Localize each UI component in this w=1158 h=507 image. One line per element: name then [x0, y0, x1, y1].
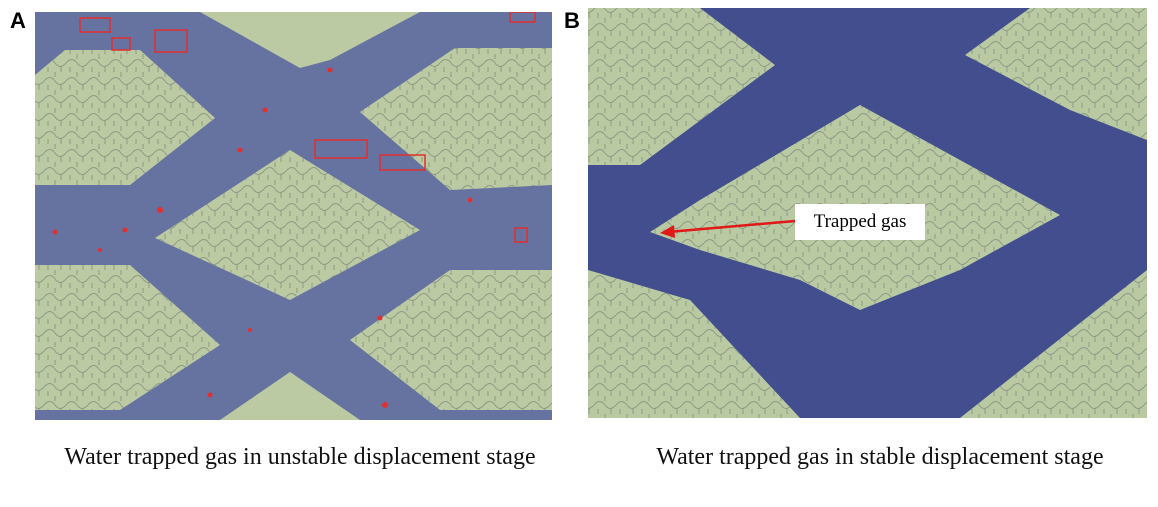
panel-a-image: [35, 12, 552, 420]
figure: A B Trapped gas Water trapped gas in uns…: [0, 0, 1158, 507]
annotation: Trapped gas: [795, 204, 925, 240]
figure-images: [0, 0, 1158, 507]
caption: Water trapped gas in unstable displaceme…: [50, 440, 550, 474]
panel-label: A: [10, 8, 26, 34]
caption: Water trapped gas in stable displacement…: [600, 440, 1158, 474]
panel-label: B: [564, 8, 580, 34]
